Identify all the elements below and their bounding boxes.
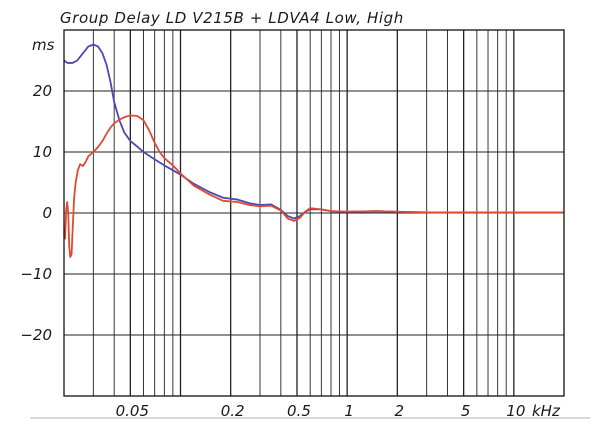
y-tick-label: 20 bbox=[33, 82, 52, 100]
y-tick-label: 0 bbox=[42, 204, 52, 222]
x-tick-label: 0.5 bbox=[287, 402, 311, 420]
y-tick-labels: 20 10 0 −10 −20 bbox=[20, 82, 52, 344]
chart-title: Group Delay LD V215B + LDVA4 Low, High bbox=[60, 9, 404, 27]
x-tick-label: 10 bbox=[506, 402, 525, 420]
y-tick-label: −20 bbox=[20, 326, 52, 344]
x-tick-label: 2 bbox=[395, 402, 405, 420]
x-axis-unit: kHz bbox=[532, 402, 561, 420]
series-layer bbox=[63, 43, 564, 258]
x-tick-label: 1 bbox=[344, 402, 354, 420]
series-line-2 bbox=[63, 114, 564, 258]
x-tick-labels: 0.05 0.2 0.5 1 2 5 10 bbox=[116, 402, 526, 420]
y-axis-unit: ms bbox=[32, 36, 55, 54]
x-tick-label: 5 bbox=[461, 402, 471, 420]
series-line-1 bbox=[63, 43, 564, 220]
plot-frame bbox=[63, 29, 565, 397]
y-tick-label: 10 bbox=[33, 143, 52, 161]
y-tick-label: −10 bbox=[20, 265, 52, 283]
x-tick-label: 0.2 bbox=[221, 402, 245, 420]
x-tick-label: 0.05 bbox=[116, 402, 149, 420]
